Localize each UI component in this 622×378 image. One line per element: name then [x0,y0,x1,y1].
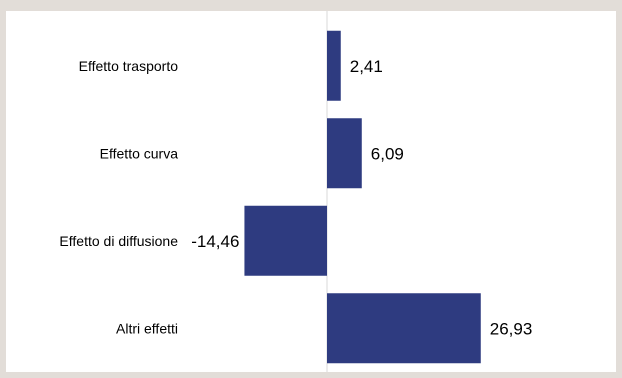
value-label-1: 6,09 [371,144,404,163]
bar-1 [327,118,362,189]
category-label-2: Effetto di diffusione [59,233,178,249]
value-label-3: 26,93 [490,319,533,338]
value-label-0: 2,41 [350,57,383,76]
category-label-3: Altri effetti [116,320,178,336]
value-labels-group: 2,41 6,09 -14,46 26,93 [191,57,532,339]
bar-3 [327,293,481,364]
category-label-1: Effetto curva [100,145,179,161]
value-label-2: -14,46 [191,232,239,251]
category-labels-group: Effetto trasporto Effetto curva Effetto di… [59,58,178,337]
bars-group [244,30,481,364]
bar-2 [244,205,327,276]
chart-panel: Effetto trasporto Effetto curva Effetto di… [6,11,616,372]
bar-chart: Effetto trasporto Effetto curva Effetto di… [59,11,532,372]
bar-0 [327,30,341,101]
category-label-0: Effetto trasporto [79,58,179,74]
